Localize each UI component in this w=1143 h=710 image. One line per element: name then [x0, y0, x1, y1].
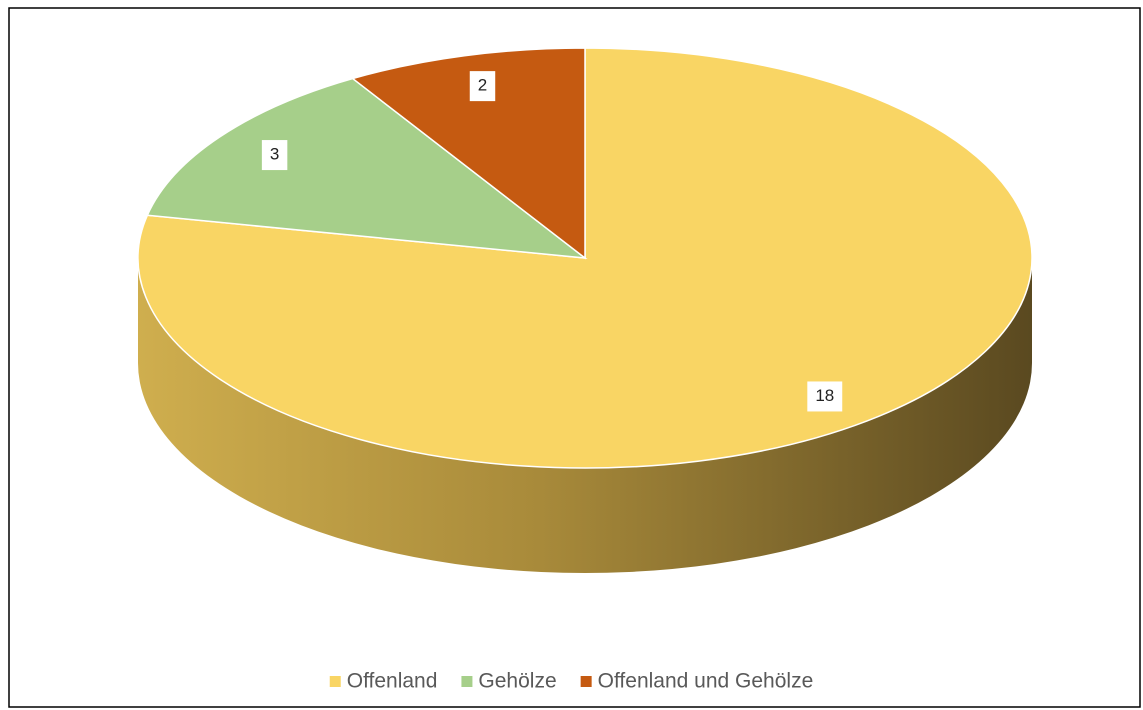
legend-label: Gehölze: [478, 670, 556, 693]
legend-label: Offenland: [347, 670, 438, 693]
data-label: 2: [478, 76, 487, 95]
legend-label: Offenland und Gehölze: [598, 670, 814, 693]
pie-slice: [146, 77, 588, 259]
legend-swatch: [580, 676, 592, 687]
data-label-box: [261, 140, 288, 171]
legend-swatch: [329, 676, 341, 687]
data-label-box: [807, 381, 843, 412]
legend-swatch: [461, 676, 473, 687]
data-label-box: [469, 71, 496, 102]
pie-slice: [351, 47, 586, 260]
pie-side: [138, 258, 1032, 573]
data-label: 3: [270, 145, 279, 164]
data-label: 18: [815, 386, 834, 405]
